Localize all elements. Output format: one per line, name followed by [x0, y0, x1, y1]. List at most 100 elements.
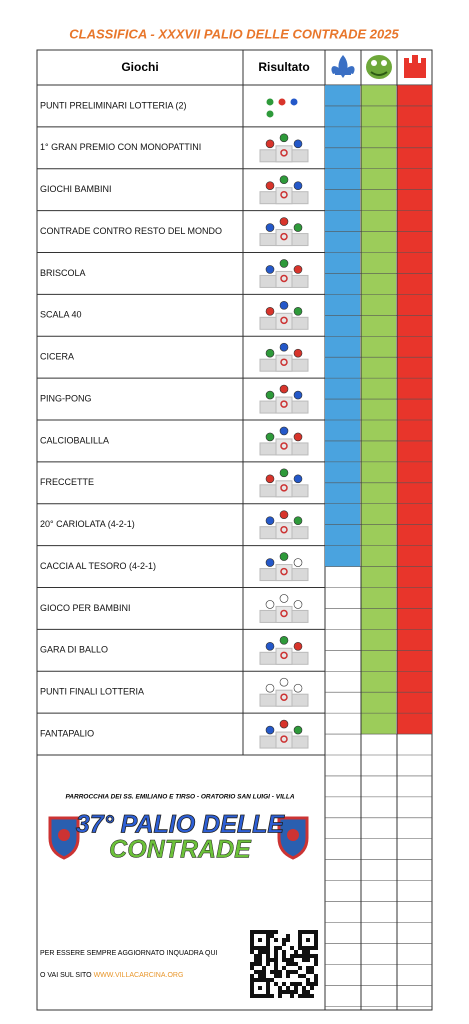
qr-cell — [302, 958, 306, 962]
game-label: 20° CARIOLATA (4-2-1) — [40, 519, 135, 529]
qr-cell — [254, 978, 258, 982]
score-bar — [361, 85, 396, 735]
result-dot — [293, 642, 303, 651]
qr-cell — [290, 954, 294, 958]
qr-cell — [306, 938, 310, 942]
qr-cell — [266, 954, 270, 958]
qr-cell — [266, 990, 270, 994]
qr-cell — [314, 982, 318, 986]
qr-cell — [250, 930, 254, 934]
qr-cell — [282, 954, 286, 958]
qr-cell — [314, 958, 318, 962]
podium-top — [275, 522, 293, 540]
qr-cell — [270, 934, 274, 938]
result-dot — [279, 594, 289, 603]
qr-cell — [310, 970, 314, 974]
game-label: 1° GRAN PREMIO CON MONOPATTINI — [40, 142, 201, 152]
qr-cell — [314, 954, 318, 958]
qr-cell — [298, 930, 302, 934]
qr-cell — [286, 990, 290, 994]
qr-cell — [282, 982, 286, 986]
qr-cell — [270, 970, 274, 974]
qr-cell — [262, 966, 266, 970]
qr-cell — [278, 946, 282, 950]
qr-cell — [258, 962, 262, 966]
result-dot — [293, 139, 303, 149]
podium-top — [275, 270, 293, 288]
qr-cell — [258, 986, 262, 990]
medal — [280, 525, 288, 534]
game-label: CONTRADE CONTRO RESTO DEL MONDO — [40, 226, 222, 236]
qr-cell — [274, 958, 278, 962]
qr-cell — [306, 990, 310, 994]
logo-line1: 37° PALIO DELLE — [76, 811, 286, 839]
qr-cell — [258, 938, 262, 942]
podium-top — [275, 145, 293, 163]
qr-cell — [314, 938, 318, 942]
qr-cell — [298, 974, 302, 978]
qr-code — [250, 930, 318, 998]
result-dot — [279, 468, 289, 478]
medal — [280, 735, 288, 743]
game-label: PING-PONG — [40, 393, 92, 403]
qr-cell — [310, 954, 314, 958]
qr-cell — [314, 962, 318, 966]
medal — [280, 358, 288, 366]
qr-cell — [270, 978, 274, 982]
qr-cell — [266, 978, 270, 982]
qr-cell — [314, 978, 318, 982]
qr-cell — [294, 990, 298, 994]
site-url[interactable]: WWW.VILLACARCINA.ORG — [94, 972, 184, 979]
qr-cell — [274, 974, 278, 978]
qr-cell — [302, 930, 306, 934]
qr-cell — [286, 962, 290, 966]
qr-cell — [294, 962, 298, 966]
result-dot — [265, 558, 275, 567]
qr-cell — [310, 986, 314, 990]
qr-cell — [310, 946, 314, 950]
qr-cell — [302, 994, 306, 998]
medal — [280, 651, 288, 660]
result-dot — [265, 139, 275, 149]
qr-cell — [270, 930, 274, 934]
game-label: BRISCOLA — [40, 268, 86, 278]
qr-cell — [250, 934, 254, 938]
qr-cell — [282, 966, 286, 970]
qr-cell — [282, 958, 286, 962]
qr-cell — [306, 930, 310, 934]
result-dot — [265, 348, 275, 358]
qr-cell — [266, 994, 270, 998]
qr-cell — [274, 982, 278, 986]
medal — [280, 484, 288, 492]
qr-cell — [310, 982, 314, 986]
qr-cell — [250, 990, 254, 994]
qr-cell — [290, 994, 294, 998]
result-dot — [265, 474, 275, 484]
qr-cell — [306, 970, 310, 974]
qr-cell — [254, 970, 258, 974]
medal — [280, 609, 288, 618]
qr-cell — [314, 946, 318, 950]
game-label: CACCIA AL TESORO (4-2-1) — [40, 561, 156, 571]
result-dot — [265, 265, 275, 274]
qr-cell — [282, 990, 286, 994]
qr-cell — [258, 930, 262, 934]
result-dot — [293, 265, 303, 274]
qr-cell — [266, 958, 270, 962]
game-label: FANTAPALIO — [40, 728, 94, 738]
qr-cell — [266, 982, 270, 986]
qr-cell — [314, 974, 318, 978]
result-dot — [279, 384, 289, 394]
qr-cell — [314, 942, 318, 946]
result-dot — [279, 133, 289, 143]
qr-cell — [290, 946, 294, 950]
qr-cell — [274, 954, 278, 958]
result-dot — [293, 558, 303, 567]
podium-top — [275, 396, 293, 414]
result-dot — [293, 683, 303, 693]
qr-cell — [298, 938, 302, 942]
qr-cell — [310, 930, 314, 934]
podium-top — [275, 605, 293, 623]
qr-cell — [298, 942, 302, 946]
qr-cell — [258, 958, 262, 962]
